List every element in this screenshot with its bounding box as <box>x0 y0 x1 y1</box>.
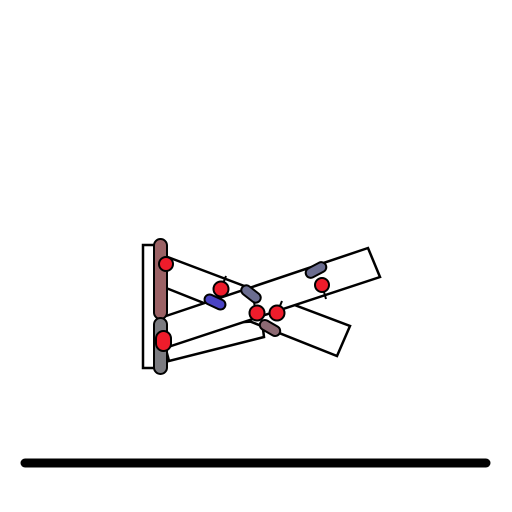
slot-slate[interactable] <box>239 283 262 304</box>
joint-red[interactable] <box>248 304 266 322</box>
joint-red[interactable] <box>268 304 286 322</box>
slot-blue[interactable] <box>203 293 227 311</box>
slot-mauve[interactable] <box>258 318 282 338</box>
joint-red[interactable] <box>314 277 330 293</box>
joint-red[interactable] <box>212 280 230 298</box>
post-slot-maroon[interactable] <box>153 238 168 320</box>
joint-red-capsule[interactable] <box>155 330 172 352</box>
slot-slate[interactable] <box>304 260 328 279</box>
joint-red[interactable] <box>158 256 174 272</box>
